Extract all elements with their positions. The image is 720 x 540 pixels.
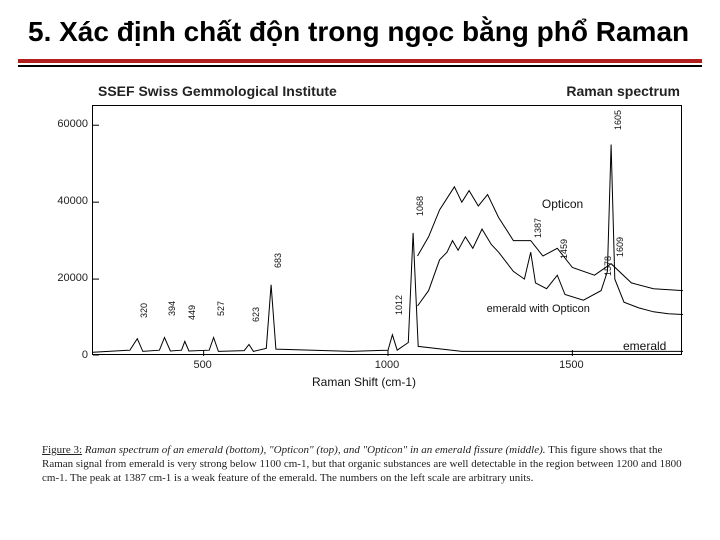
figure-caption: Figure 3: Raman spectrum of an emerald (… bbox=[42, 444, 692, 485]
peak-1609: 1609 bbox=[615, 237, 625, 257]
title-rule-thick bbox=[18, 59, 702, 63]
label-emerald-opticon: emerald with Opticon bbox=[487, 303, 590, 315]
label-opticon: Opticon bbox=[542, 197, 583, 211]
label-emerald: emerald bbox=[623, 339, 666, 353]
peak-527: 527 bbox=[216, 301, 226, 316]
peak-394: 394 bbox=[167, 301, 177, 316]
caption-figlabel: Figure 3: bbox=[42, 444, 82, 456]
caption-italic: Raman spectrum of an emerald (bottom), "… bbox=[85, 444, 546, 456]
title-rule-thin bbox=[18, 65, 702, 67]
ytick-3: 60000 bbox=[40, 118, 88, 130]
peak-683: 683 bbox=[273, 253, 283, 268]
peak-1068: 1068 bbox=[415, 196, 425, 216]
spectra-svg bbox=[93, 106, 683, 356]
x-axis-label: Raman Shift (cm-1) bbox=[30, 375, 698, 389]
peak-623: 623 bbox=[251, 307, 261, 322]
xtick-2: 1500 bbox=[559, 359, 583, 371]
ytick-1: 20000 bbox=[40, 272, 88, 284]
peak-1012: 1012 bbox=[394, 295, 404, 315]
peak-1578: 1578 bbox=[603, 256, 613, 276]
peak-449: 449 bbox=[187, 305, 197, 320]
xtick-1: 1000 bbox=[375, 359, 399, 371]
ytick-0: 0 bbox=[40, 349, 88, 361]
plot-area bbox=[92, 105, 682, 355]
peak-1605: 1605 bbox=[613, 110, 623, 130]
figure-header-right: Raman spectrum bbox=[566, 83, 680, 99]
section-title: 5. Xác định chất độn trong ngọc bằng phổ… bbox=[28, 14, 700, 49]
raman-figure: SSEF Swiss Gemmological Institute Raman … bbox=[30, 85, 698, 405]
figure-header-left: SSEF Swiss Gemmological Institute bbox=[98, 83, 337, 99]
peak-1387: 1387 bbox=[533, 218, 543, 238]
peak-320: 320 bbox=[139, 303, 149, 318]
ytick-2: 40000 bbox=[40, 195, 88, 207]
peak-1459: 1459 bbox=[559, 239, 569, 259]
xtick-0: 500 bbox=[193, 359, 211, 371]
